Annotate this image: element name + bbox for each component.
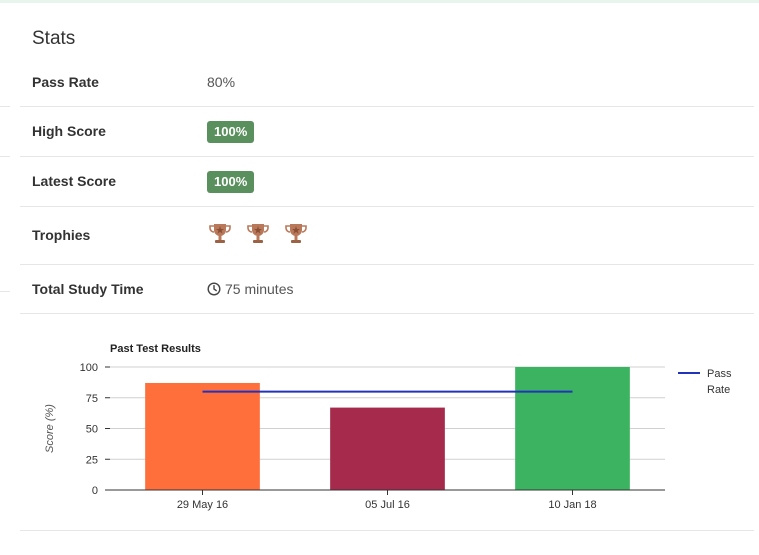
bar	[515, 367, 630, 490]
left-divider	[0, 291, 10, 292]
study-time-row: Total Study Time 75 minutes	[20, 265, 754, 314]
high-score-badge: 100%	[207, 121, 255, 143]
trophy-icon	[209, 224, 231, 243]
study-time-label: Total Study Time	[32, 281, 144, 297]
latest-score-value: 100%	[207, 171, 255, 193]
study-time-text: 75 minutes	[225, 281, 294, 297]
y-tick-label: 100	[80, 362, 98, 374]
top-accent-strip	[0, 0, 759, 3]
study-time-value: 75 minutes	[207, 281, 293, 297]
stats-title: Stats	[32, 28, 76, 49]
high-score-row: High Score 100%	[20, 107, 754, 157]
y-tick-label: 25	[86, 454, 98, 466]
trophies-label: Trophies	[32, 227, 91, 243]
high-score-value: 100%	[207, 121, 255, 143]
legend-label: Pass	[707, 368, 732, 380]
legend-label: Rate	[707, 384, 730, 396]
y-tick-label: 50	[86, 424, 98, 436]
chart-title: Past Test Results	[110, 343, 201, 355]
pass-rate-label: Pass Rate	[32, 74, 99, 90]
high-score-label: High Score	[32, 123, 106, 139]
trophies-list	[207, 222, 309, 246]
clock-icon	[207, 282, 221, 296]
trophies-row: Trophies	[20, 207, 754, 265]
bar	[145, 382, 260, 490]
past-results-chart-container: Past Test Results 0 25 50 75 100 Score (%) 29 M…	[20, 314, 754, 531]
x-tick-label: 29 May 16	[177, 499, 228, 511]
stats-panel: Stats Pass Rate 80% High Score 100% Late…	[20, 0, 754, 555]
left-divider	[0, 156, 10, 157]
latest-score-label: Latest Score	[32, 173, 117, 189]
x-tick-label: 05 Jul 16	[365, 499, 410, 511]
y-tick-label: 75	[86, 393, 98, 405]
pass-rate-row: Pass Rate 80%	[20, 58, 754, 107]
trophy-icon	[285, 224, 307, 243]
pass-rate-value: 80%	[207, 74, 236, 90]
y-tick-label: 0	[92, 485, 98, 497]
latest-score-badge: 100%	[207, 171, 255, 193]
trophy-icon	[247, 224, 269, 243]
latest-score-row: Latest Score 100%	[20, 157, 754, 207]
left-divider	[0, 106, 10, 107]
bar	[330, 407, 445, 490]
y-axis-label: Score (%)	[44, 404, 56, 453]
past-results-chart: Past Test Results 0 25 50 75 100 Score (%) 29 M…	[44, 343, 732, 511]
x-tick-label: 10 Jan 18	[548, 499, 596, 511]
